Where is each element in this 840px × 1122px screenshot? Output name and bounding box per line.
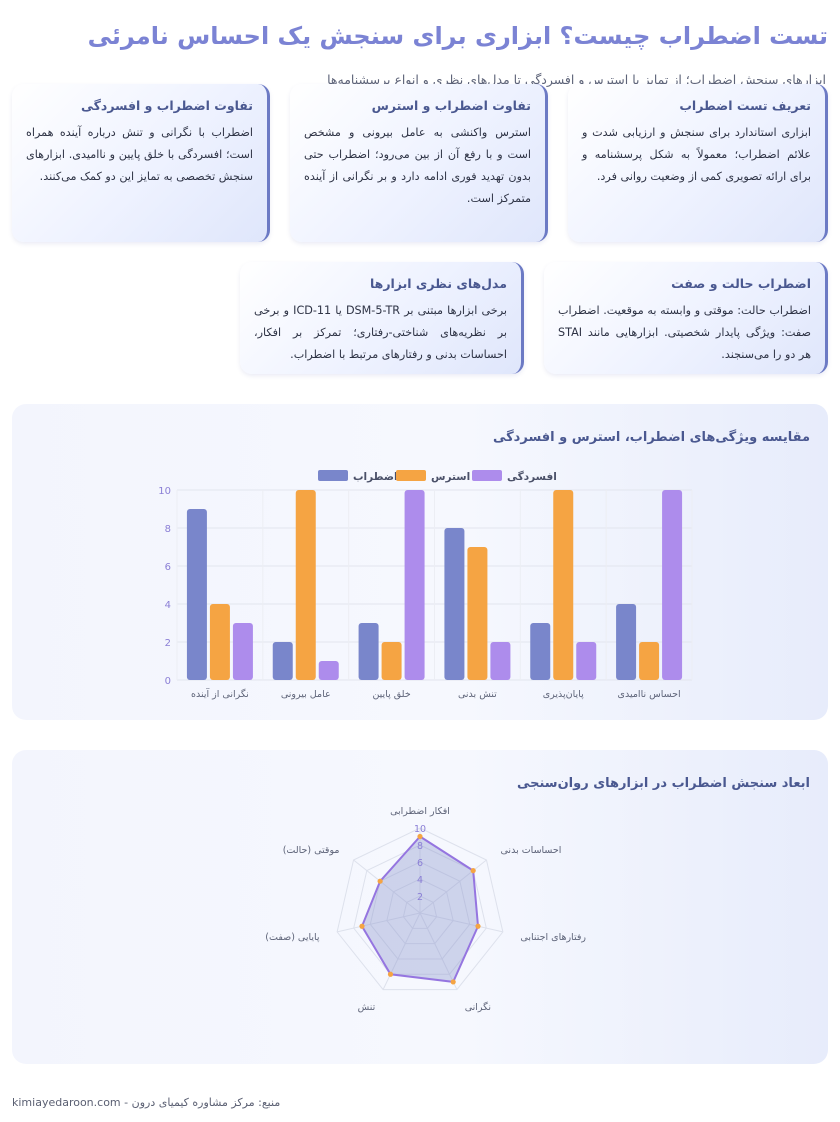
radar-spoke	[419, 912, 503, 933]
radar-point	[359, 923, 365, 929]
radar-spoke	[353, 859, 421, 914]
radar-grid-ring	[336, 827, 504, 991]
radar-chart-title: ابعاد سنجش اضطراب در ابزارهای روان‌سنجی	[516, 776, 810, 791]
radar-tick-label: 4	[417, 875, 423, 886]
bar-depression	[490, 642, 511, 680]
bar-chart-section: مقایسه ویژگی‌های اضطراب، استرس و افسردگی…	[12, 404, 828, 720]
bar-stress	[209, 604, 230, 680]
bar-depression	[318, 661, 339, 680]
page-subtitle: ابزارهای سنجش اضطراب؛ از تمایز با استرس …	[327, 72, 826, 87]
radar-chart: 2 4 6 8 10 افکار اضطرابی احساسات بدنی رفتارهای …	[265, 806, 586, 1013]
y-tick-label: 2	[165, 638, 171, 649]
radar-spoke	[337, 912, 421, 933]
radar-spoke	[419, 912, 458, 990]
legend-label: استرس	[431, 471, 470, 483]
radar-chart-section: ابعاد سنجش اضطراب در ابزارهای روان‌سنجی …	[12, 750, 828, 1064]
bar-depression	[404, 490, 425, 680]
x-tick-label: نگرانی از آینده	[191, 687, 249, 700]
bar-anxiety	[358, 623, 379, 680]
bar-stress	[553, 490, 574, 680]
page-title: تست اضطراب چیست؟ ابزاری برای سنجش یک احس…	[87, 22, 828, 50]
y-tick-label: 0	[165, 676, 171, 687]
legend-swatch-depression	[472, 470, 502, 481]
card-title: تعریف تست اضطراب	[679, 98, 811, 113]
card-title: اضطراب حالت و صفت	[671, 276, 811, 291]
card-title: تفاوت اضطراب و استرس	[371, 98, 531, 113]
radar-axis-label: موقتی (حالت)	[283, 845, 340, 856]
bar-anxiety	[530, 623, 551, 680]
card-text: برخی ابزارها مبتنی بر DSM-5-TR یا ICD-11…	[254, 304, 508, 361]
legend-label: اضطراب	[353, 471, 398, 483]
card-text: اضطراب حالت: موقتی و وابسته به موقعیت. ا…	[558, 304, 811, 361]
radar-point	[377, 878, 383, 884]
bar-stress	[467, 547, 488, 680]
card-anxiety-vs-depression: تفاوت اضطراب و افسردگی اضطراب با نگرانی …	[12, 84, 270, 242]
radar-axis-label: نگرانی	[465, 1001, 491, 1013]
radar-data-area	[360, 835, 480, 984]
radar-grid-ring	[369, 861, 471, 960]
bar-stress	[381, 642, 402, 680]
legend-swatch-anxiety	[318, 470, 348, 481]
radar-grid-ring	[353, 844, 487, 975]
radar-axis-label: افکار اضطرابی	[390, 806, 450, 817]
radar-axis-label: پایایی (صفت)	[265, 932, 320, 943]
y-tick-label: 10	[158, 486, 171, 497]
bar-depression	[662, 490, 683, 680]
radar-point	[387, 971, 394, 977]
bar-chart: 0 2 4 6 8 10 نگرانی از آینده عامل بیرونی خلق پای…	[158, 470, 693, 700]
bar-anxiety	[186, 509, 207, 680]
x-tick-label: خلق پایین	[372, 689, 410, 700]
radar-axis-label: رفتارهای اجتنابی	[520, 932, 586, 943]
radar-point	[475, 923, 481, 929]
radar-tick-label: 2	[417, 892, 423, 903]
bar-depression	[232, 623, 253, 680]
x-tick-label: تنش بدنی	[458, 689, 497, 700]
radar-tick-label: 10	[414, 824, 426, 835]
radar-tick-label: 8	[417, 841, 423, 852]
card-text: ابزاری استاندارد برای سنجش و ارزیابی شدت…	[582, 126, 811, 183]
radar-axis-label: تنش	[358, 1002, 376, 1013]
radar-axis-label: احساسات بدنی	[501, 845, 562, 856]
y-tick-label: 4	[165, 600, 171, 611]
x-tick-label: عامل بیرونی	[281, 689, 331, 700]
x-tick-label: احساس ناامیدی	[618, 689, 681, 700]
radar-point	[417, 833, 423, 840]
radar-point	[470, 868, 476, 874]
bar-anxiety	[444, 528, 465, 680]
bar-stress	[295, 490, 316, 680]
card-state-trait: اضطراب حالت و صفت اضطراب حالت: موقتی و و…	[544, 262, 828, 374]
source-footer: منبع: مرکز مشاوره کیمیای درون - kimiayed…	[12, 1096, 281, 1109]
card-title: مدل‌های نظری ابزارها	[369, 276, 507, 291]
card-definition: تعریف تست اضطراب ابزاری استاندارد برای س…	[568, 84, 828, 242]
bar-chart-title: مقایسه ویژگی‌های اضطراب، استرس و افسردگی	[492, 430, 810, 445]
radar-grid-ring	[402, 895, 438, 929]
radar-spoke	[382, 912, 421, 990]
bar-anxiety	[272, 642, 293, 680]
radar-point	[450, 979, 456, 985]
card-anxiety-vs-stress: تفاوت اضطراب و استرس استرس واکنشی به عام…	[290, 84, 548, 242]
legend-swatch-stress	[396, 470, 426, 481]
y-tick-label: 8	[165, 524, 171, 535]
bar-depression	[576, 642, 597, 680]
radar-grid-ring	[386, 878, 454, 945]
legend-label: افسردگی	[507, 470, 557, 483]
radar-spoke	[419, 859, 487, 914]
bar-stress	[639, 642, 660, 680]
radar-tick-label: 6	[417, 858, 423, 869]
card-title: تفاوت اضطراب و افسردگی	[81, 98, 253, 113]
card-text: اضطراب با نگرانی و تنش درباره آینده همرا…	[26, 126, 253, 183]
y-tick-label: 6	[165, 562, 171, 573]
card-theoretical-models: مدل‌های نظری ابزارها برخی ابزارها مبتنی …	[240, 262, 524, 374]
bar-anxiety	[616, 604, 637, 680]
card-text: استرس واکنشی به عامل بیرونی و مشخص است و…	[304, 126, 531, 205]
x-tick-label: پایان‌پذیری	[543, 689, 584, 700]
